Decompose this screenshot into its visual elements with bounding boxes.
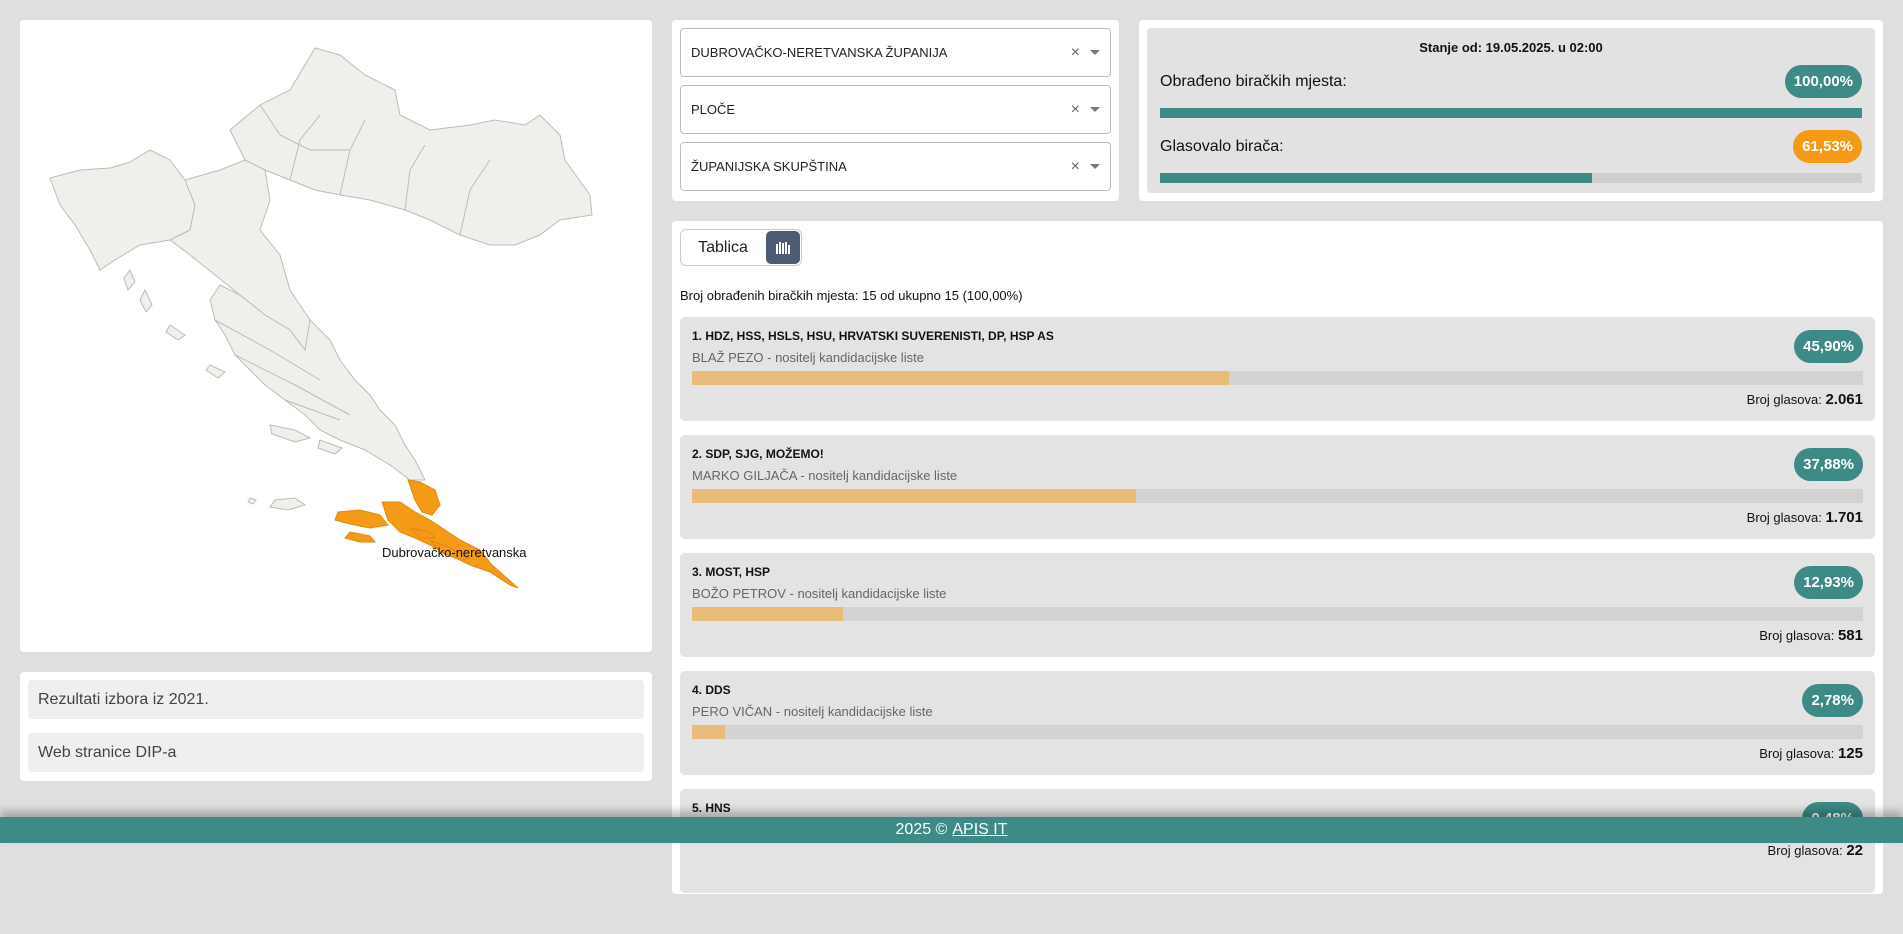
result-bar [692, 607, 1863, 621]
clear-icon[interactable]: × [1070, 43, 1080, 61]
results-panel: Tablica Broj obrađenih biračkih mjesta: … [672, 221, 1883, 894]
clear-icon[interactable]: × [1070, 157, 1080, 175]
map-panel: Dubrovačko-neretvanska [20, 20, 652, 652]
bar-chart-icon [776, 241, 790, 254]
footer: 2025 © APIS IT [0, 817, 1903, 843]
municipality-select[interactable]: PLOČE × [680, 85, 1111, 134]
list-title: 4. DDS [692, 683, 731, 697]
percent-badge: 45,90% [1794, 330, 1863, 363]
list-title: 1. HDZ, HSS, HSLS, HSU, HRVATSKI SUVEREN… [692, 329, 1054, 343]
map-region-istria[interactable] [49, 149, 196, 271]
croatia-map[interactable] [20, 20, 652, 652]
link-dip-website[interactable]: Web stranice DIP-a [28, 733, 644, 772]
result-bar [692, 489, 1863, 503]
tab-chart[interactable] [766, 231, 800, 264]
votes-value: 581 [1837, 627, 1863, 644]
votes-label: Broj glasova: [1759, 746, 1835, 761]
chevron-down-icon[interactable] [1090, 107, 1100, 112]
turnout-progress-fill [1160, 173, 1592, 183]
turnout-progress [1160, 173, 1862, 183]
result-item: 4. DDS PERO VIČAN - nositelj kandidacijs… [680, 671, 1875, 775]
status-date: Stanje od: 19.05.2025. u 02:00 [1419, 40, 1603, 55]
view-toggle: Tablica [680, 229, 802, 266]
votes-label: Broj glasova: [1767, 843, 1843, 858]
result-bar [692, 725, 1863, 739]
result-item: 3. MOST, HSP BOŽO PETROV - nositelj kand… [680, 553, 1875, 657]
processed-count-text: Broj obrađenih biračkih mjesta: 15 od uk… [680, 288, 1023, 303]
result-bar-fill [692, 371, 1230, 385]
clear-icon[interactable]: × [1070, 100, 1080, 118]
processed-badge: 100,00% [1784, 65, 1862, 98]
county-select[interactable]: DUBROVAČKO-NERETVANSKA ŽUPANIJA × [680, 28, 1111, 77]
map-region-north[interactable] [229, 47, 593, 246]
votes-label: Broj glasova: [1746, 392, 1822, 407]
map-region-dubrovnik-neretva[interactable] [334, 479, 519, 589]
list-candidate: BOŽO PETROV - nositelj kandidacijske lis… [692, 586, 947, 601]
list-title: 2. SDP, SJG, MOŽEMO! [692, 447, 824, 461]
list-candidate: MARKO GILJAČA - nositelj kandidacijske l… [692, 468, 958, 483]
map-region-dalmatia[interactable] [209, 284, 426, 481]
county-select-value: DUBROVAČKO-NERETVANSKA ŽUPANIJA [691, 45, 948, 60]
footer-copyright: 2025 © [895, 821, 948, 838]
votes-value: 125 [1837, 745, 1863, 762]
list-candidate: BLAŽ PEZO - nositelj kandidacijske liste [692, 350, 924, 365]
chevron-down-icon[interactable] [1090, 50, 1100, 55]
percent-badge: 37,88% [1794, 448, 1863, 481]
list-title: 5. HNS [692, 801, 731, 815]
votes-label: Broj glasova: [1759, 628, 1835, 643]
processed-label: Obrađeno biračkih mjesta: [1160, 72, 1347, 90]
result-item: 1. HDZ, HSS, HSLS, HSU, HRVATSKI SUVEREN… [680, 317, 1875, 421]
filters-panel: DUBROVAČKO-NERETVANSKA ŽUPANIJA × PLOČE … [672, 20, 1119, 201]
link-results-2021[interactable]: Rezultati izbora iz 2021. [28, 680, 644, 719]
votes-count: Broj glasova: 581 [692, 627, 1863, 644]
status-panel: Stanje od: 19.05.2025. u 02:00 Obrađeno … [1139, 20, 1883, 201]
election-type-select[interactable]: ŽUPANIJSKA SKUPŠTINA × [680, 142, 1111, 191]
result-item: 2. SDP, SJG, MOŽEMO! MARKO GILJAČA - nos… [680, 435, 1875, 539]
links-panel: Rezultati izbora iz 2021. Web stranice D… [20, 672, 652, 781]
votes-label: Broj glasova: [1746, 510, 1822, 525]
percent-badge: 2,78% [1802, 684, 1863, 717]
votes-count: Broj glasova: 1.701 [692, 509, 1863, 526]
votes-value: 22 [1846, 842, 1863, 859]
result-bar [692, 371, 1863, 385]
turnout-label: Glasovalo birača: [1160, 137, 1284, 155]
map-region-label: Dubrovačko-neretvanska [382, 545, 527, 560]
chevron-down-icon[interactable] [1090, 164, 1100, 169]
percent-badge: 12,93% [1794, 566, 1863, 599]
votes-count: Broj glasova: 22 [692, 842, 1863, 859]
result-bar-fill [692, 607, 844, 621]
list-title: 3. MOST, HSP [692, 565, 771, 579]
footer-apis-link[interactable]: APIS IT [952, 821, 1008, 838]
tab-table[interactable]: Tablica [681, 230, 765, 265]
result-bar-fill [692, 725, 725, 739]
votes-count: Broj glasova: 125 [692, 745, 1863, 762]
result-bar-fill [692, 489, 1136, 503]
votes-count: Broj glasova: 2.061 [692, 391, 1863, 408]
processed-progress-fill [1160, 108, 1862, 118]
processed-progress [1160, 108, 1862, 118]
municipality-select-value: PLOČE [691, 102, 736, 117]
votes-value: 2.061 [1825, 391, 1863, 408]
list-candidate: PERO VIČAN - nositelj kandidacijske list… [692, 704, 933, 719]
votes-value: 1.701 [1825, 509, 1863, 526]
turnout-badge: 61,53% [1793, 130, 1862, 163]
election-type-select-value: ŽUPANIJSKA SKUPŠTINA [691, 159, 847, 174]
